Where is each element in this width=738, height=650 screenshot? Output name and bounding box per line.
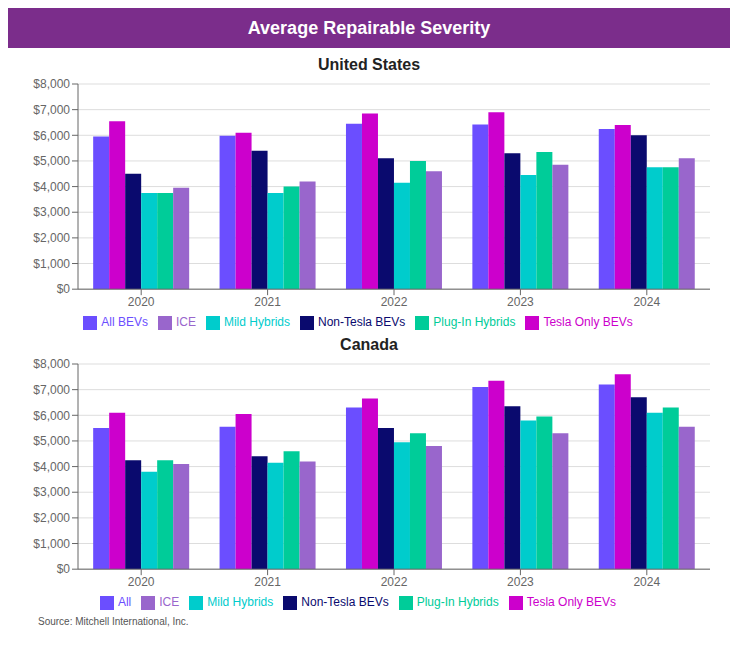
html-text:All: All [117,595,132,610]
svg-text:2022: 2022 [381,575,408,589]
html-text:Mild Hybrids: Mild Hybrids [224,315,290,330]
html-text:Source: Mitchell International: Source: Mitchell International, Inc. [38,616,189,627]
svg-text:$0: $0 [57,562,71,576]
svg-text:$2,000: $2,000 [33,511,70,525]
svg-text:2023: 2023 [507,295,534,309]
svg-text:2021: 2021 [254,295,281,309]
svg-text:$8,000: $8,000 [33,357,70,371]
svg-text:2020: 2020 [128,575,155,589]
html-text:Average Repairable Severity: Average Repairable Severity [247,18,491,38]
svg-text:2021: 2021 [254,575,281,589]
svg-text:$1,000: $1,000 [33,257,70,271]
svg-text:$4,000: $4,000 [33,460,70,474]
html-text:Tesla Only BEVs: Tesla Only BEVs [526,595,617,610]
html-text:ICE: ICE [159,595,180,610]
svg-text:$5,000: $5,000 [33,434,70,448]
html-text:Mild Hybrids: Mild Hybrids [207,595,274,610]
svg-text:$6,000: $6,000 [33,409,70,423]
svg-text:$6,000: $6,000 [33,129,70,143]
svg-text:$2,000: $2,000 [33,231,70,245]
svg-text:2024: 2024 [633,575,660,589]
svg-text:2020: 2020 [128,295,155,309]
html-text:Tesla Only BEVs: Tesla Only BEVs [543,315,633,330]
html-text:Plug-In Hybrids: Plug-In Hybrids [433,315,516,330]
svg-text:$4,000: $4,000 [33,180,70,194]
svg-text:2022: 2022 [381,295,408,309]
svg-text:$3,000: $3,000 [33,485,70,499]
html-text:Plug-In Hybrids: Plug-In Hybrids [416,595,499,610]
svg-text:$0: $0 [57,282,71,296]
svg-text:$7,000: $7,000 [33,103,70,117]
svg-text:$7,000: $7,000 [33,383,70,397]
html-text:Non-Tesla BEVs: Non-Tesla BEVs [301,595,389,610]
html-text:Canada: Canada [340,336,398,353]
html-text:United States: United States [317,56,421,73]
html-text:ICE: ICE [175,315,196,330]
html-text:Non-Tesla BEVs: Non-Tesla BEVs [318,315,406,330]
svg-text:$1,000: $1,000 [33,537,70,551]
svg-text:2024: 2024 [633,295,660,309]
svg-text:$8,000: $8,000 [33,77,70,91]
svg-text:$5,000: $5,000 [33,154,70,168]
svg-text:2023: 2023 [507,575,534,589]
html-text:All BEVs: All BEVs [101,315,148,330]
svg-text:$3,000: $3,000 [33,205,70,219]
